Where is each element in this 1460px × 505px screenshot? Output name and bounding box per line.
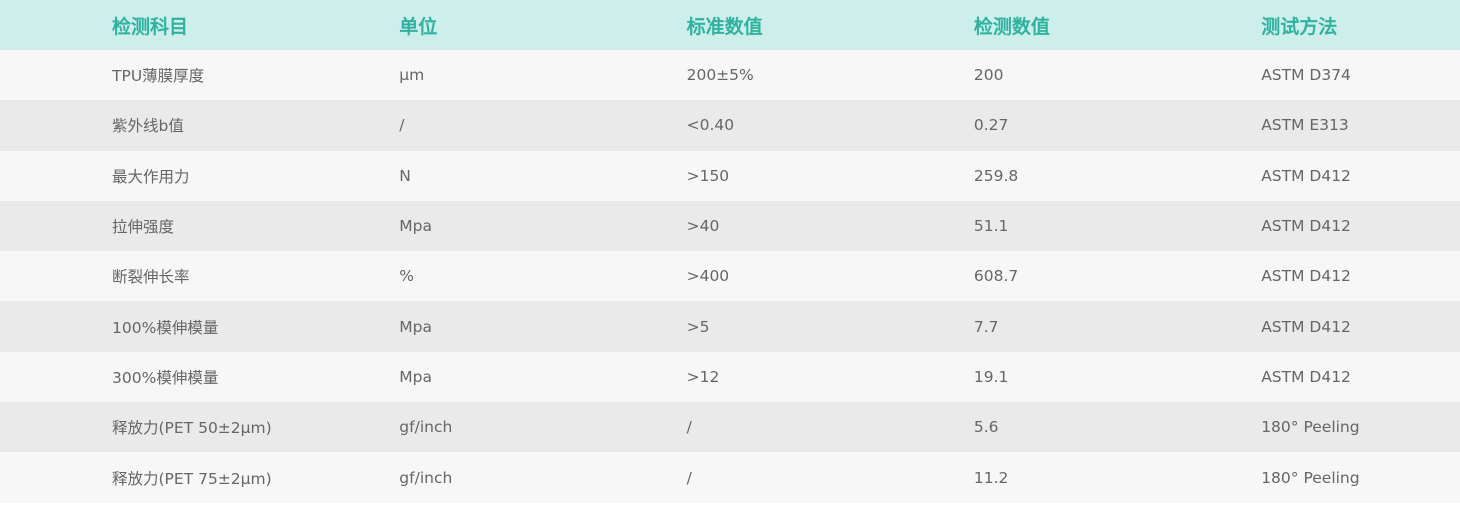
table-header: 检测科目 单位 标准数值 检测数值 测试方法 <box>0 0 1460 50</box>
cell-measured: 5.6 <box>973 418 999 437</box>
cell-standard: >5 <box>686 317 710 336</box>
cell-item: 拉伸强度 <box>112 218 175 237</box>
cell-method: ASTM D412 <box>1261 267 1351 286</box>
table-row: 释放力(PET 50±2µm) gf/inch / 5.6 180° Peeling <box>0 402 1460 453</box>
cell-method: 180° Peeling <box>1261 468 1360 487</box>
header-method: 测试方法 <box>1261 15 1338 38</box>
cell-item: 100%模伸模量 <box>112 318 219 337</box>
table-row: 断裂伸长率% >400 608.7 ASTM D412 <box>0 251 1460 302</box>
table-row: 拉伸强度 Mpa >40 51.1 ASTM D412 <box>0 200 1460 252</box>
cell-measured: 11.2 <box>973 468 1009 487</box>
cell-item: 300%模伸模量 <box>112 368 219 387</box>
cell-measured: 19.1 <box>973 367 1009 386</box>
cell-unit: Mpa <box>399 367 433 386</box>
cell-item: 断裂伸长率 <box>112 268 190 287</box>
cell-measured: 200 <box>973 66 1004 85</box>
cell-unit: gf/inch <box>399 418 453 437</box>
cell-standard: / <box>686 468 692 487</box>
cell-unit: gf/inch <box>399 468 453 487</box>
cell-measured: 51.1 <box>973 217 1009 236</box>
table-row: 300%模伸模量 Mpa >12 19.1 ASTM D412 <box>0 351 1460 403</box>
cell-item: 紫外线b值 <box>112 117 184 136</box>
cell-method: ASTM E313 <box>1261 116 1349 135</box>
cell-standard: 200±5% <box>686 66 754 85</box>
cell-unit: / <box>399 116 405 135</box>
cell-unit: µm <box>399 66 425 85</box>
header-measured: 检测数值 <box>973 15 1050 38</box>
cell-method: ASTM D374 <box>1261 66 1351 85</box>
cell-method: ASTM D412 <box>1261 166 1351 185</box>
cell-item: 释放力(PET 50±2µm) <box>112 419 272 438</box>
cell-standard: / <box>686 418 692 437</box>
cell-standard: >40 <box>686 217 720 236</box>
cell-unit: Mpa <box>399 317 433 336</box>
table-row: 100%模伸模量 Mpa >5 7.7 ASTM D412 <box>0 301 1460 352</box>
cell-method: 180° Peeling <box>1261 418 1360 437</box>
table-row: 最大作用力 N >150 259.8 ASTM D412 <box>0 150 1460 201</box>
cell-standard: <0.40 <box>686 116 735 135</box>
table-row: TPU薄膜厚度 µm 200±5% 200 ASTM D374 <box>0 50 1460 101</box>
cell-method: ASTM D412 <box>1261 367 1351 386</box>
cell-standard: >400 <box>686 267 730 286</box>
cell-standard: >12 <box>686 367 720 386</box>
cell-item: TPU薄膜厚度 <box>112 67 205 86</box>
cell-unit: N <box>399 166 411 185</box>
cell-measured: 7.7 <box>973 317 999 336</box>
header-item: 检测科目 <box>112 15 189 38</box>
cell-item: 释放力(PET 75±2µm) <box>112 469 272 488</box>
table-body: TPU薄膜厚度 µm 200±5% 200 ASTM D374 紫外线b值 / <0.40 0.… <box>0 50 1460 503</box>
cell-method: ASTM D412 <box>1261 217 1351 236</box>
cell-measured: 259.8 <box>973 166 1019 185</box>
cell-method: ASTM D412 <box>1261 317 1351 336</box>
cell-measured: 608.7 <box>973 267 1019 286</box>
table-row: 释放力(PET 75±2µm) gf/inch / 11.2 180° Peeling <box>0 452 1460 503</box>
cell-unit: Mpa <box>399 217 433 236</box>
cell-unit: % <box>399 267 415 286</box>
header-unit: 单位 <box>399 15 438 38</box>
cell-item: 最大作用力 <box>112 167 190 186</box>
cell-standard: >150 <box>686 166 730 185</box>
cell-measured: 0.27 <box>973 116 1009 135</box>
header-standard: 标准数值 <box>686 15 763 38</box>
table-row: 紫外线b值 / <0.40 0.27 ASTM E313 <box>0 100 1460 151</box>
